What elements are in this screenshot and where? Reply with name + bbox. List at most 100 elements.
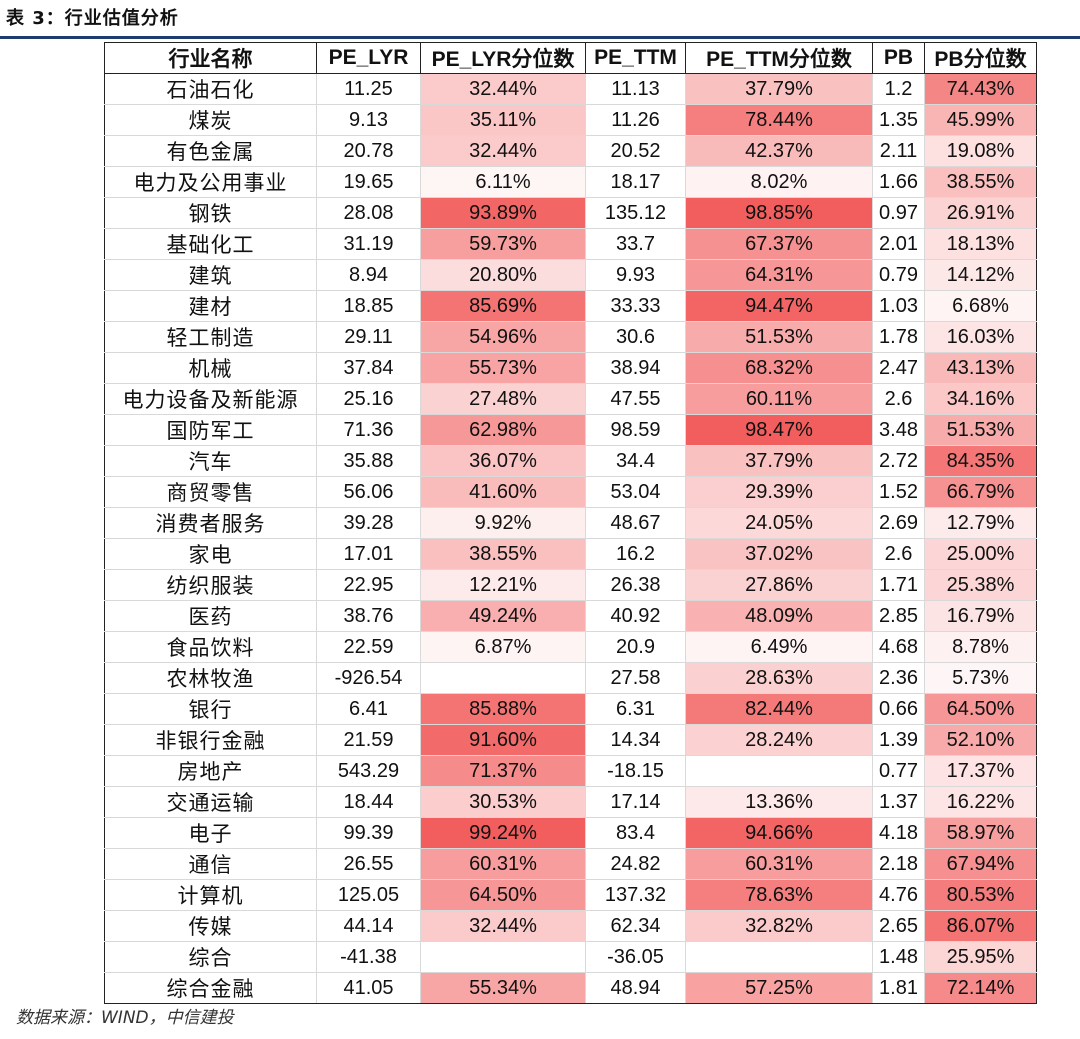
pe-lyr-cell: 20.78 [316, 135, 421, 167]
pe-lyr-percentile-cell: 41.60% [420, 476, 586, 508]
pb-cell: 2.72 [872, 445, 925, 477]
table-row: 钢铁 28.08 93.89% 135.12 98.85% 0.97 26.91% [104, 197, 1037, 229]
table-row: 建筑 8.94 20.80% 9.93 64.31% 0.79 14.12% [104, 259, 1037, 291]
pe-ttm-percentile-cell: 27.86% [685, 569, 873, 601]
pe-ttm-cell: 48.94 [585, 972, 686, 1004]
pb-percentile-cell: 19.08% [924, 135, 1037, 167]
pe-lyr-percentile-cell: 99.24% [420, 817, 586, 849]
pb-cell: 2.11 [872, 135, 925, 167]
pb-cell: 2.6 [872, 538, 925, 570]
table-row: 基础化工 31.19 59.73% 33.7 67.37% 2.01 18.13% [104, 228, 1037, 260]
table-row: 国防军工 71.36 62.98% 98.59 98.47% 3.48 51.53% [104, 414, 1037, 446]
header-pe-lyr-percentile: PE_LYR分位数 [420, 42, 586, 74]
industry-name-cell: 交通运输 [104, 786, 317, 818]
pe-ttm-cell: 17.14 [585, 786, 686, 818]
pe-ttm-percentile-cell: 42.37% [685, 135, 873, 167]
pb-cell: 3.48 [872, 414, 925, 446]
pe-lyr-cell: 25.16 [316, 383, 421, 415]
pe-lyr-cell: 8.94 [316, 259, 421, 291]
pb-percentile-cell: 14.12% [924, 259, 1037, 291]
pb-cell: 0.79 [872, 259, 925, 291]
pb-percentile-cell: 38.55% [924, 166, 1037, 198]
pe-ttm-percentile-cell: 82.44% [685, 693, 873, 725]
pb-percentile-cell: 58.97% [924, 817, 1037, 849]
pb-cell: 1.71 [872, 569, 925, 601]
pb-cell: 1.52 [872, 476, 925, 508]
table-row: 农林牧渔 -926.54 27.58 28.63% 2.36 5.73% [104, 662, 1037, 694]
header-pe-lyr: PE_LYR [316, 42, 421, 74]
industry-name-cell: 消费者服务 [104, 507, 317, 539]
pe-lyr-percentile-cell: 55.73% [420, 352, 586, 384]
table-row: 家电 17.01 38.55% 16.2 37.02% 2.6 25.00% [104, 538, 1037, 570]
pb-cell: 2.01 [872, 228, 925, 260]
industry-name-cell: 农林牧渔 [104, 662, 317, 694]
pb-percentile-cell: 67.94% [924, 848, 1037, 880]
pe-ttm-percentile-cell: 48.09% [685, 600, 873, 632]
pe-ttm-cell: 6.31 [585, 693, 686, 725]
pe-lyr-percentile-cell: 62.98% [420, 414, 586, 446]
header-industry: 行业名称 [104, 42, 317, 74]
pb-percentile-cell: 52.10% [924, 724, 1037, 756]
pb-cell: 1.03 [872, 290, 925, 322]
industry-name-cell: 商贸零售 [104, 476, 317, 508]
pe-lyr-percentile-cell: 36.07% [420, 445, 586, 477]
pe-ttm-cell: 9.93 [585, 259, 686, 291]
header-pe-ttm: PE_TTM [585, 42, 686, 74]
pe-ttm-percentile-cell: 28.63% [685, 662, 873, 694]
pb-percentile-cell: 25.95% [924, 941, 1037, 973]
pe-lyr-cell: -41.38 [316, 941, 421, 973]
pb-percentile-cell: 34.16% [924, 383, 1037, 415]
pe-ttm-percentile-cell: 68.32% [685, 352, 873, 384]
pb-percentile-cell: 86.07% [924, 910, 1037, 942]
table-row: 机械 37.84 55.73% 38.94 68.32% 2.47 43.13% [104, 352, 1037, 384]
pb-cell: 4.76 [872, 879, 925, 911]
table-row: 轻工制造 29.11 54.96% 30.6 51.53% 1.78 16.03% [104, 321, 1037, 353]
table-row: 有色金属 20.78 32.44% 20.52 42.37% 2.11 19.08% [104, 135, 1037, 167]
table-row: 煤炭 9.13 35.11% 11.26 78.44% 1.35 45.99% [104, 104, 1037, 136]
industry-name-cell: 房地产 [104, 755, 317, 787]
pb-cell: 2.85 [872, 600, 925, 632]
table-row: 汽车 35.88 36.07% 34.4 37.79% 2.72 84.35% [104, 445, 1037, 477]
pe-lyr-cell: 125.05 [316, 879, 421, 911]
industry-name-cell: 石油石化 [104, 73, 317, 105]
pe-lyr-cell: 37.84 [316, 352, 421, 384]
table-row: 纺织服装 22.95 12.21% 26.38 27.86% 1.71 25.38% [104, 569, 1037, 601]
pb-cell: 0.66 [872, 693, 925, 725]
header-pb-percentile: PB分位数 [924, 42, 1037, 74]
pb-percentile-cell: 16.22% [924, 786, 1037, 818]
pb-percentile-cell: 26.91% [924, 197, 1037, 229]
pe-lyr-cell: 6.41 [316, 693, 421, 725]
pe-ttm-percentile-cell: 51.53% [685, 321, 873, 353]
pe-lyr-cell: 99.39 [316, 817, 421, 849]
pb-cell: 4.18 [872, 817, 925, 849]
table-row: 非银行金融 21.59 91.60% 14.34 28.24% 1.39 52.10% [104, 724, 1037, 756]
industry-name-cell: 有色金属 [104, 135, 317, 167]
pe-lyr-cell: 44.14 [316, 910, 421, 942]
pe-lyr-cell: 39.28 [316, 507, 421, 539]
industry-name-cell: 医药 [104, 600, 317, 632]
table-row: 房地产 543.29 71.37% -18.15 0.77 17.37% [104, 755, 1037, 787]
pb-cell: 1.48 [872, 941, 925, 973]
pb-percentile-cell: 51.53% [924, 414, 1037, 446]
pe-lyr-cell: 543.29 [316, 755, 421, 787]
pe-ttm-percentile-cell [685, 941, 873, 973]
pe-ttm-cell: -36.05 [585, 941, 686, 973]
industry-name-cell: 基础化工 [104, 228, 317, 260]
pe-ttm-cell: 20.52 [585, 135, 686, 167]
pe-ttm-percentile-cell: 29.39% [685, 476, 873, 508]
pb-percentile-cell: 66.79% [924, 476, 1037, 508]
pe-ttm-cell: 14.34 [585, 724, 686, 756]
pe-ttm-cell: 27.58 [585, 662, 686, 694]
industry-name-cell: 电力设备及新能源 [104, 383, 317, 415]
pb-cell: 0.97 [872, 197, 925, 229]
pe-lyr-cell: 26.55 [316, 848, 421, 880]
pe-lyr-cell: 35.88 [316, 445, 421, 477]
industry-name-cell: 建筑 [104, 259, 317, 291]
header-pb: PB [872, 42, 925, 74]
industry-name-cell: 传媒 [104, 910, 317, 942]
pe-ttm-percentile-cell: 94.66% [685, 817, 873, 849]
pb-percentile-cell: 25.38% [924, 569, 1037, 601]
industry-name-cell: 银行 [104, 693, 317, 725]
pe-lyr-percentile-cell: 27.48% [420, 383, 586, 415]
pe-ttm-percentile-cell [685, 755, 873, 787]
